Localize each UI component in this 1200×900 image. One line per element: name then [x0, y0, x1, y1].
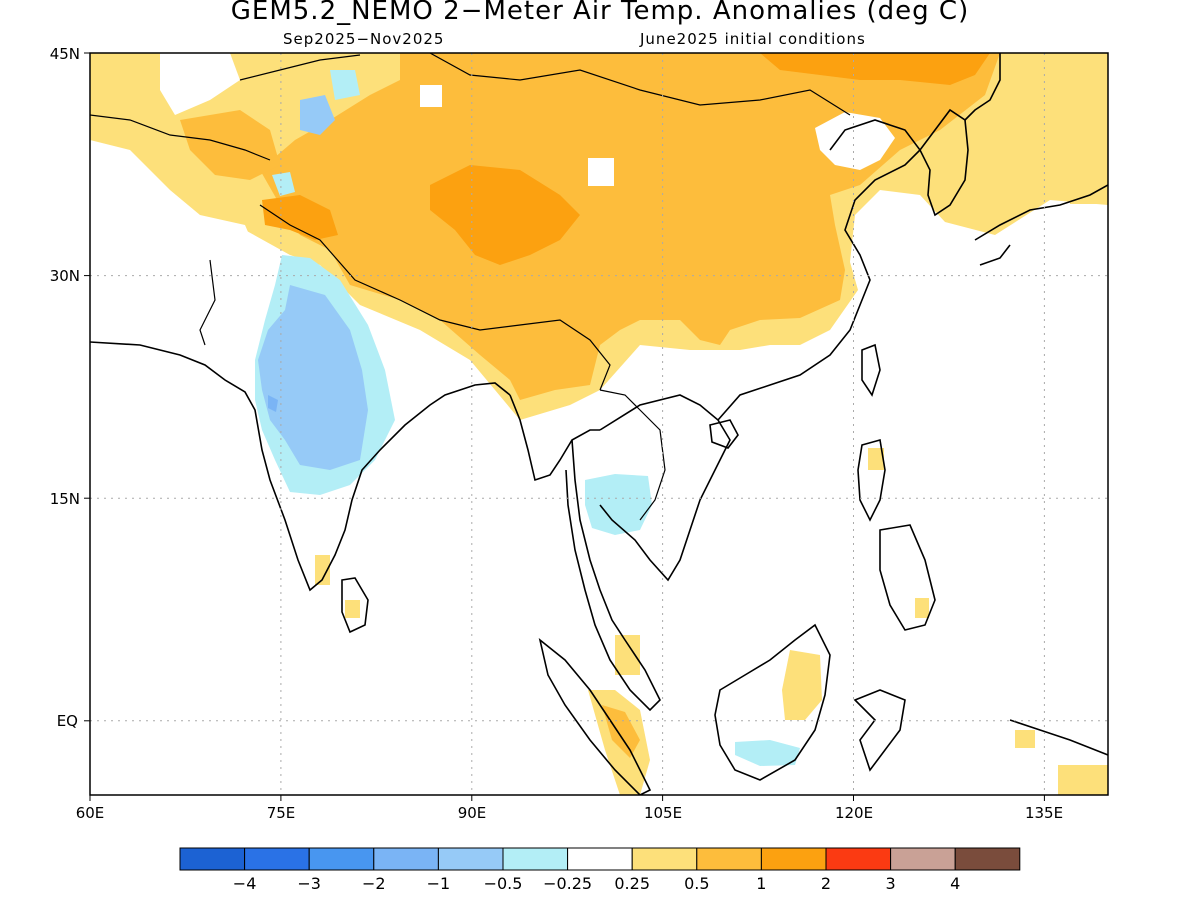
coast-manchuria — [964, 53, 1001, 121]
color-bar-label: 0.25 — [614, 874, 650, 893]
anomaly-yellow-manchuria — [1000, 53, 1040, 83]
color-bar-swatch — [308, 847, 375, 871]
anomaly-yellow-sri-lanka — [345, 600, 360, 618]
anomaly-pale-blue-tianshan — [330, 70, 360, 100]
color-bar-swatch — [179, 847, 246, 871]
lon-label-120e: 120E — [835, 804, 873, 822]
color-bar-swatch — [567, 847, 633, 871]
map-frame — [89, 52, 1109, 796]
anomaly-dark-orange-mongolia — [760, 53, 990, 85]
color-bar-label: 0.5 — [684, 874, 709, 893]
lat-label-eq: EQ — [57, 712, 78, 730]
forecast-period: Sep2025−Nov2025 — [283, 30, 445, 48]
anomaly-light-blue-india — [258, 285, 368, 470]
color-bar-swatch — [631, 847, 698, 871]
coast-new-guinea — [1009, 719, 1108, 756]
color-bar-swatch — [890, 847, 956, 871]
anomaly-neutral-cell-1 — [420, 85, 442, 107]
map-title: GEM5.2_NEMO 2−Meter Air Temp. Anomalies … — [230, 0, 970, 26]
border-central-asia — [90, 54, 361, 161]
coast-taiwan — [861, 343, 881, 397]
anomaly-mid-blue-india — [268, 395, 278, 412]
color-bar-swatch — [244, 847, 310, 871]
anomaly-yellow-luzon — [868, 448, 884, 470]
anomaly-neutral-central-asia — [160, 53, 240, 115]
coast-sumatra — [538, 637, 652, 795]
color-bar-label: −2 — [362, 874, 386, 893]
anomaly-pale-blue-ladakh — [272, 172, 295, 196]
coast-hainan — [709, 419, 739, 449]
anomaly-yellow-korea-south — [955, 165, 970, 190]
anomaly-pale-blue-borneo — [735, 740, 800, 766]
anomaly-dark-orange-kashmir — [262, 195, 338, 240]
axis-ticks — [84, 52, 1045, 801]
color-bar-label: −1 — [427, 874, 451, 893]
border-indochina — [599, 389, 666, 521]
anomaly-orange-west — [180, 110, 280, 180]
coast-sulawesi — [853, 689, 906, 772]
coast-sri-lanka — [341, 577, 369, 634]
color-bar-swatch — [696, 847, 762, 871]
anomaly-pale-blue-thailand — [585, 474, 652, 535]
color-bar-label: 3 — [886, 874, 896, 893]
coast-india — [90, 341, 511, 592]
anomaly-yellow-sulawesi — [1015, 730, 1035, 748]
lon-label-75e: 75E — [267, 804, 296, 822]
coast-indochina — [599, 394, 731, 582]
color-bar-label: −3 — [297, 874, 321, 893]
lat-label-30n: 30N — [50, 267, 80, 285]
color-bar-swatch — [373, 847, 439, 871]
color-bar-swatch — [760, 847, 827, 871]
anomaly-yellow-borneo — [782, 650, 822, 720]
anomaly-dark-orange-tibet — [430, 165, 580, 265]
color-bar: −4 −3 −2 −1 −0.5 −0.25 0.25 0.5 1 2 3 4 — [179, 847, 1021, 893]
lat-label-15n: 15N — [50, 490, 80, 508]
color-bar-label: 2 — [821, 874, 831, 893]
lon-label-105e: 105E — [644, 804, 682, 822]
anomaly-yellow-south-india — [315, 555, 330, 585]
grid-lines — [90, 53, 1108, 795]
anomaly-field — [90, 53, 1108, 795]
lat-label-45n: 45N — [50, 45, 80, 63]
coast-japan — [974, 184, 1108, 266]
anomaly-neutral-cell-2 — [588, 158, 614, 186]
border-pakistan-india — [199, 259, 216, 346]
color-bar-label: −4 — [233, 874, 257, 893]
lon-label-135e: 135E — [1025, 804, 1063, 822]
coast-malay-peninsula — [565, 439, 661, 712]
coast-south-china — [717, 119, 922, 421]
color-bar-swatch — [954, 847, 1021, 871]
anomaly-yellow-new-guinea — [1058, 765, 1108, 795]
coast-borneo — [714, 623, 831, 781]
anomaly-yellow-malaya — [615, 635, 640, 675]
color-bar-swatch — [502, 847, 569, 871]
coastlines — [90, 53, 1108, 795]
coast-mindanao — [879, 524, 936, 631]
lon-label-90e: 90E — [458, 804, 487, 822]
color-bar-label: −0.25 — [543, 874, 592, 893]
anomaly-orange-region — [260, 53, 1000, 400]
anomaly-neutral-korea — [815, 112, 895, 170]
color-bar-label: 4 — [950, 874, 960, 893]
color-bar-swatch — [825, 847, 892, 871]
border-himalaya — [259, 204, 611, 391]
lon-label-60e: 60E — [76, 804, 105, 822]
color-bar-label: −0.5 — [484, 874, 523, 893]
border-china-mongolia — [429, 53, 851, 116]
coast-myanmar — [509, 394, 600, 482]
anomaly-yellow-mindanao — [915, 598, 929, 618]
color-bar-label: 1 — [756, 874, 766, 893]
coast-korea — [919, 108, 969, 217]
color-bar-swatch — [437, 847, 504, 871]
coast-luzon — [857, 438, 886, 522]
anomaly-orange-sumatra — [602, 705, 640, 758]
anomaly-light-blue-kyrgyz — [300, 95, 335, 135]
initial-conditions: June2025 initial conditions — [640, 30, 866, 48]
anomaly-neutral-west-asia — [90, 140, 260, 345]
